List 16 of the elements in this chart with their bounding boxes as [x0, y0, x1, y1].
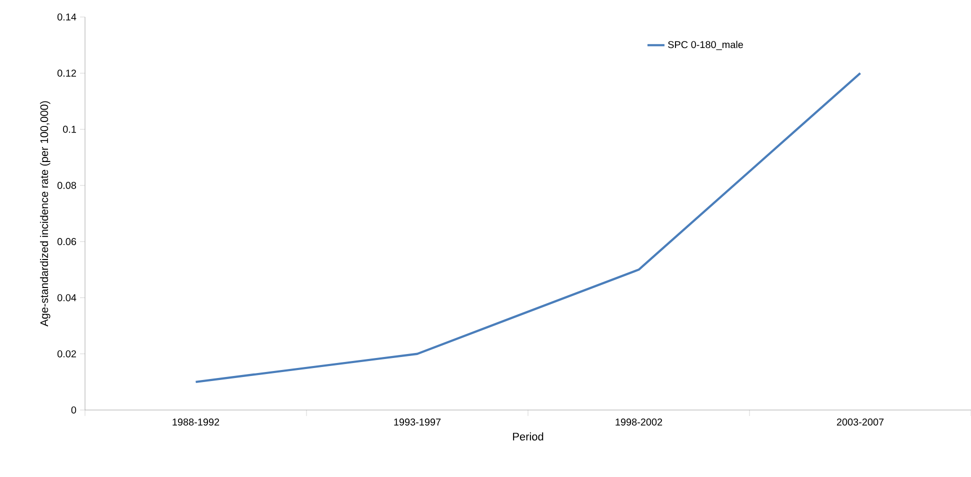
y-tick-label: 0.14 — [57, 13, 76, 21]
x-tick-label: 1988-1992 — [172, 418, 220, 426]
x-axis-title: Period — [513, 432, 544, 440]
x-tick-label: 2003-2007 — [836, 418, 884, 426]
legend-label: SPC 0-180_male — [668, 40, 743, 50]
x-tick-label: 1993-1997 — [394, 418, 441, 426]
y-tick-label: 0.04 — [57, 294, 76, 302]
y-tick-label: 0 — [71, 406, 76, 414]
x-tick-label: 1998-2002 — [616, 418, 662, 426]
line-series — [194, 72, 862, 384]
y-tick-label: 0.02 — [57, 350, 76, 358]
y-tick-label: 0.1 — [63, 126, 76, 133]
y-tick-label: 0.06 — [57, 238, 76, 246]
y-tick-label: 0.12 — [57, 70, 76, 77]
y-axis-title: Age-standardized incidence rate (per 100,000) — [40, 101, 50, 326]
y-tick-label: 0.08 — [57, 182, 76, 189]
